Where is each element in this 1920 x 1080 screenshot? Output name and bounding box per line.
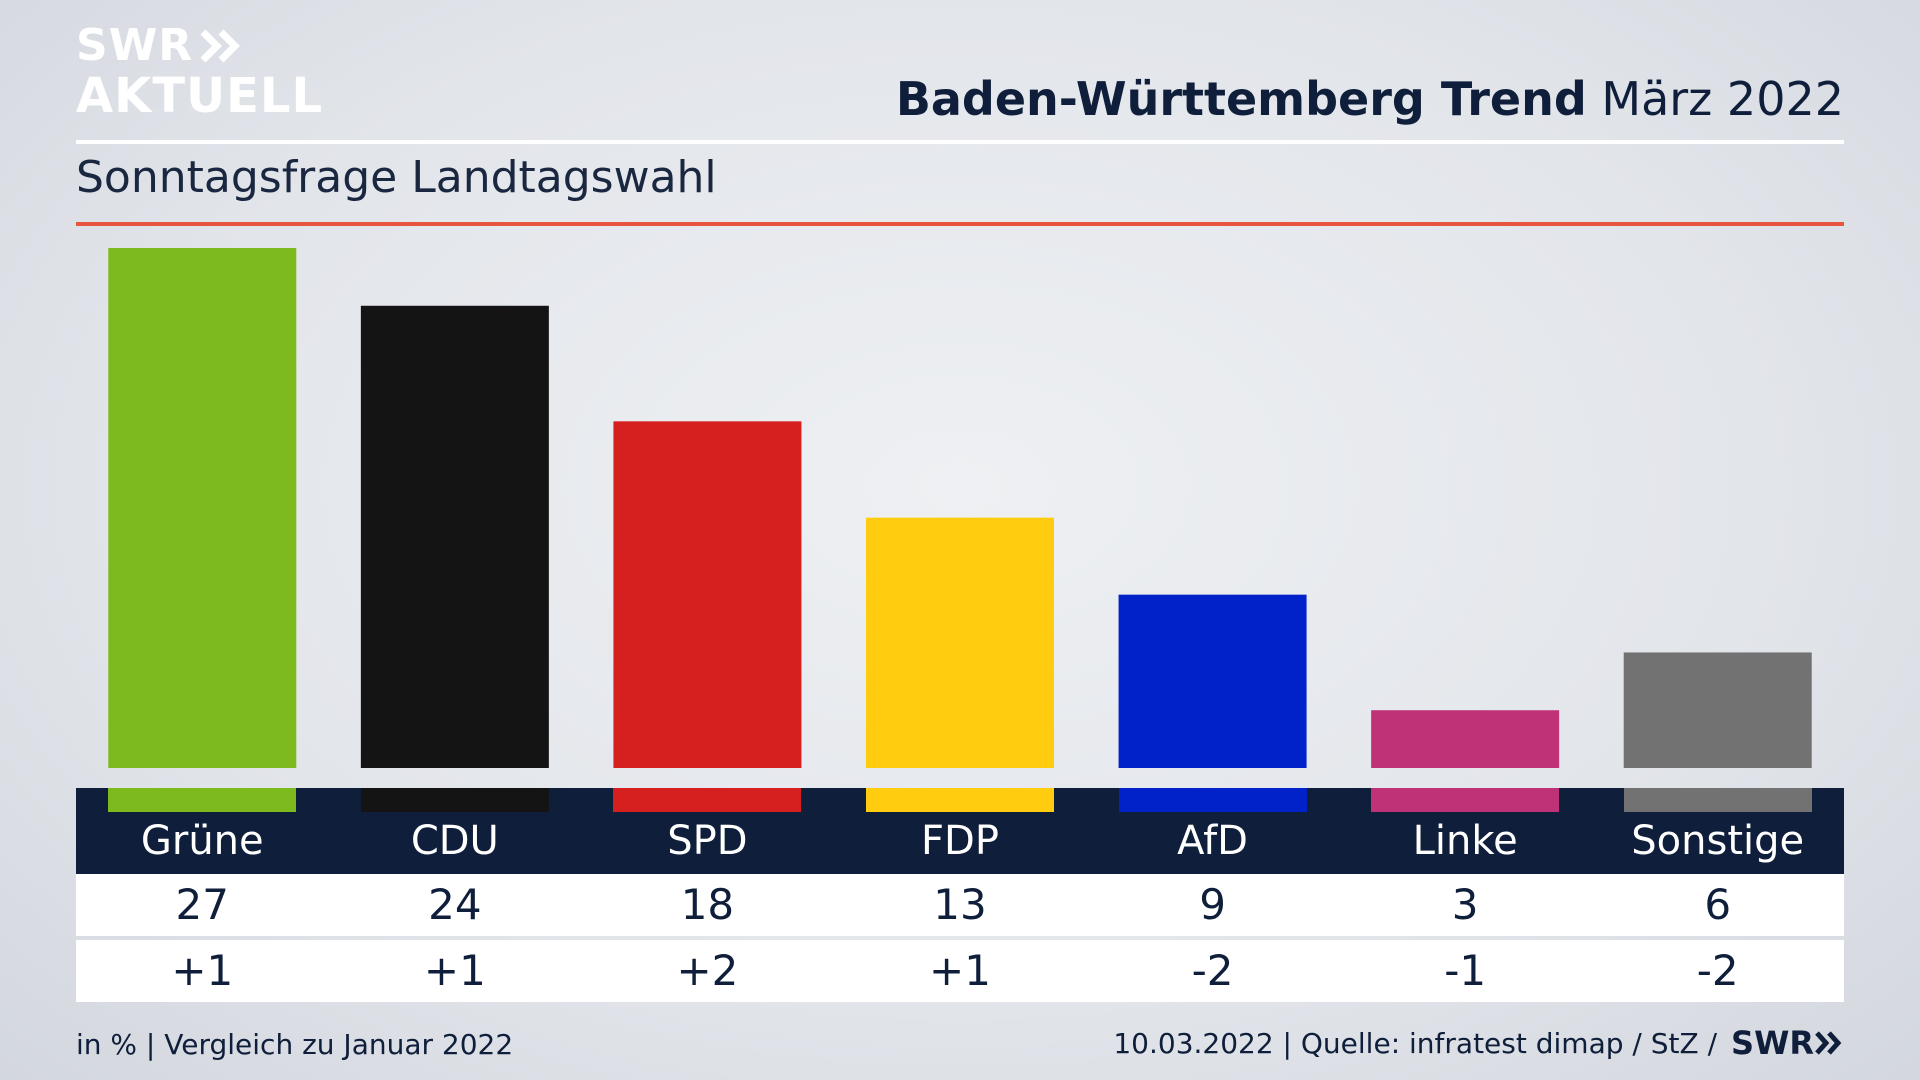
- change-label: -1: [1444, 946, 1487, 995]
- value-label: 3: [1451, 880, 1479, 929]
- bar-chart: [108, 248, 1812, 768]
- swr-logo-text: SWR: [1731, 1024, 1814, 1062]
- header-divider: [76, 140, 1844, 144]
- bar-stub-3: [866, 788, 1054, 812]
- bar-stub-4: [1118, 788, 1307, 812]
- value-label: 18: [680, 880, 735, 929]
- header-title-light: März 2022: [1601, 72, 1844, 126]
- value-label: 24: [428, 880, 482, 929]
- bar-stub-1: [360, 788, 549, 812]
- footer-source-text: 10.03.2022 | Quelle: infratest dimap / S…: [1113, 1026, 1718, 1060]
- party-label: Grüne: [140, 818, 264, 864]
- value-label: 27: [175, 880, 229, 929]
- swr-aktuell-logo: SWR AKTUELL: [76, 20, 324, 124]
- header-title: Baden-Württemberg Trend März 2022: [896, 72, 1844, 126]
- bar-4: [1118, 594, 1307, 768]
- change-label: +2: [676, 946, 739, 995]
- accent-divider: [76, 222, 1844, 226]
- party-label: FDP: [921, 818, 999, 864]
- double-chevron-icon: [200, 29, 241, 63]
- value-label: 13: [933, 880, 987, 929]
- logo-line1: SWR: [76, 20, 194, 71]
- bar-6: [1623, 652, 1812, 768]
- chart-subtitle: Sonntagsfrage Landtagswahl: [76, 152, 717, 203]
- double-chevron-icon: [1815, 1031, 1842, 1055]
- bar-stub-0: [108, 788, 297, 812]
- value-label: 6: [1704, 880, 1732, 929]
- bar-stub-5: [1371, 788, 1560, 812]
- bar-0: [108, 248, 297, 768]
- swr-logo: SWR: [1731, 1024, 1844, 1062]
- bar-stub-6: [1623, 788, 1812, 812]
- change-label: +1: [423, 946, 486, 995]
- bar-stub-2: [613, 788, 802, 812]
- change-label: -2: [1696, 946, 1739, 995]
- header-title-bold: Baden-Württemberg Trend: [895, 72, 1587, 126]
- footer-source: 10.03.2022 | Quelle: infratest dimap / S…: [1113, 1024, 1844, 1062]
- change-label: +1: [171, 946, 234, 995]
- party-label: Sonstige: [1631, 818, 1805, 864]
- logo-line2: AKTUELL: [76, 68, 324, 124]
- values-row: 27 24 18 13 9 3 6: [76, 874, 1844, 936]
- bar-5: [1371, 710, 1560, 768]
- changes-row: +1 +1 +2 +1 -2 -1 -2: [76, 940, 1844, 1002]
- party-labels-band: Grüne CDU SPD FDP AfD Linke Sonstige: [76, 788, 1844, 874]
- footer-note: in % | Vergleich zu Januar 2022: [76, 1028, 514, 1061]
- bar-1: [360, 305, 549, 768]
- bar-2: [613, 421, 802, 768]
- change-label: +1: [929, 946, 991, 995]
- value-label: 9: [1199, 880, 1226, 929]
- change-label: -2: [1191, 946, 1234, 995]
- party-label: CDU: [410, 818, 499, 864]
- party-label: Linke: [1412, 818, 1518, 864]
- bar-3: [866, 517, 1054, 768]
- party-label: AfD: [1177, 818, 1248, 864]
- party-label: SPD: [667, 818, 748, 864]
